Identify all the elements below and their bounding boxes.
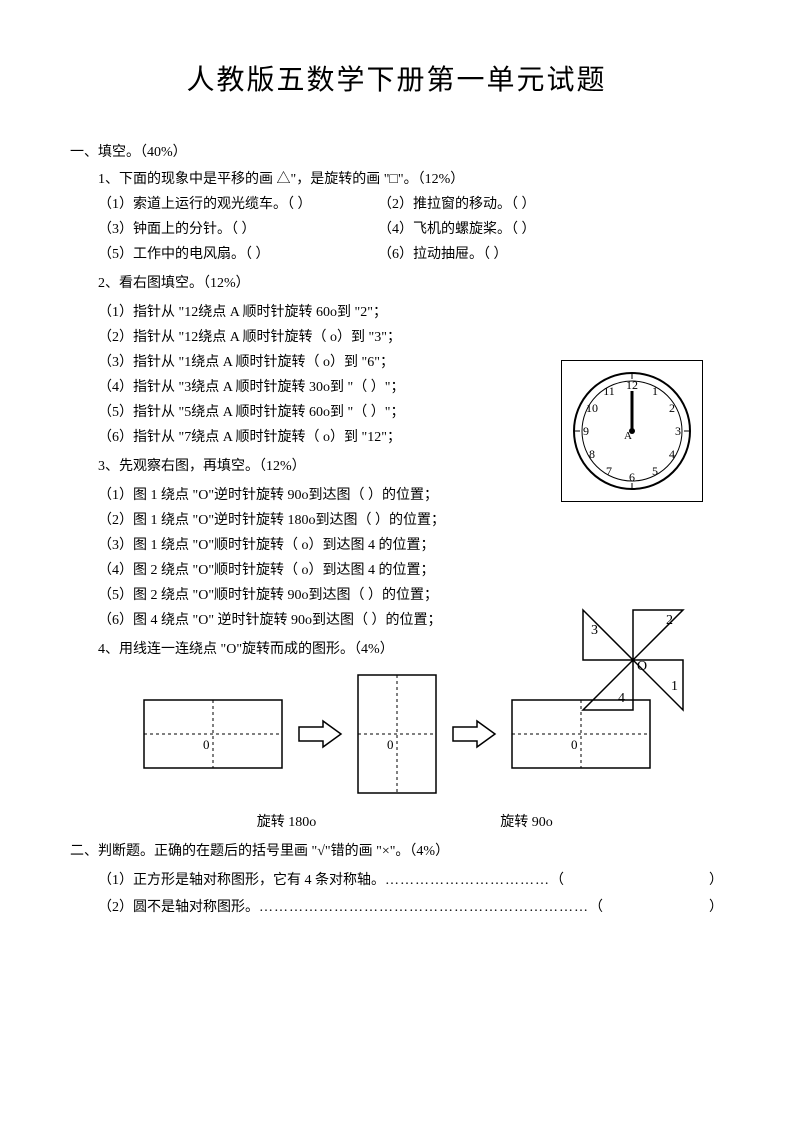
q3-item: （2）图 1 绕点 "O"逆时针旋转 180o到达图（ ）的位置； bbox=[98, 510, 723, 531]
clock-figure: 12 1 2 3 4 5 6 7 8 9 10 11 A bbox=[561, 360, 703, 502]
q2-item: （1）指针从 "12绕点 A 顺时针旋转 60o到 "2"； bbox=[98, 302, 723, 323]
q4-shape-left: 0 bbox=[143, 699, 283, 769]
clock-center-label: A bbox=[624, 430, 632, 442]
q1-item: （4）飞机的螺旋桨。（ ） bbox=[378, 219, 723, 240]
clock-num: 3 bbox=[675, 424, 681, 438]
judge-item: （2）圆不是轴对称图形。 …………………………………………………………（ ） bbox=[98, 897, 723, 918]
clock-num: 8 bbox=[589, 447, 595, 461]
judge-text: （1）正方形是轴对称图形，它有 4 条对称轴。 bbox=[98, 870, 385, 891]
q1-item: （1）索道上运行的观光缆车。（ ） bbox=[98, 194, 378, 215]
section-2-head: 二、判断题。正确的在题后的括号里画 "√"错的画 "×"。（4%） bbox=[70, 841, 723, 862]
zero-label: 0 bbox=[571, 737, 578, 752]
clock-num: 6 bbox=[629, 470, 635, 484]
pinwheel-num: 1 bbox=[671, 679, 678, 694]
pinwheel-num: 2 bbox=[666, 613, 673, 628]
judge-text: （2）圆不是轴对称图形。 bbox=[98, 897, 259, 918]
q3-item: （3）图 1 绕点 "O"顺时针旋转（ o）到达图 4 的位置； bbox=[98, 535, 723, 556]
arrow-icon bbox=[451, 719, 497, 749]
q4-shape-mid: 0 bbox=[357, 674, 437, 794]
q1-row: （5）工作中的电风扇。（ ） （6）拉动抽屉。（ ） bbox=[98, 244, 723, 265]
clock-num: 1 bbox=[652, 384, 658, 398]
judge-paren: ） bbox=[709, 870, 723, 891]
clock-num: 4 bbox=[669, 447, 675, 461]
clock-num: 2 bbox=[669, 401, 675, 415]
clock-num: 7 bbox=[606, 464, 612, 478]
q1-item: （6）拉动抽屉。（ ） bbox=[378, 244, 723, 265]
clock-num: 5 bbox=[652, 464, 658, 478]
page-title: 人教版五数学下册第一单元试题 bbox=[70, 60, 723, 102]
q1-item: （2）推拉窗的移动。（ ） bbox=[378, 194, 723, 215]
q1-item: （5）工作中的电风扇。（ ） bbox=[98, 244, 378, 265]
zero-label: 0 bbox=[203, 737, 210, 752]
pinwheel-center: O bbox=[637, 659, 647, 674]
judge-dots: …………………………………………………………（ bbox=[259, 897, 701, 918]
q1-row: （1）索道上运行的观光缆车。（ ） （2）推拉窗的移动。（ ） bbox=[98, 194, 723, 215]
judge-paren: ） bbox=[709, 897, 723, 918]
q4-label-right: 旋转 90o bbox=[417, 812, 637, 833]
q1-head: 1、下面的现象中是平移的画 △"，是旋转的画 "□"。（12%） bbox=[98, 169, 723, 190]
q2-item: （2）指针从 "12绕点 A 顺时针旋转（ o）到 "3"； bbox=[98, 327, 723, 348]
pinwheel-num: 3 bbox=[591, 623, 598, 638]
zero-label: 0 bbox=[387, 737, 394, 752]
pinwheel-figure: 2 1 4 3 O bbox=[563, 590, 703, 730]
q4-label-left: 旋转 180o bbox=[157, 812, 417, 833]
clock-num: 10 bbox=[586, 401, 598, 415]
q1-item: （3）钟面上的分针。（ ） bbox=[98, 219, 378, 240]
clock-num: 11 bbox=[603, 384, 615, 398]
section-1-head: 一、填空。（40%） bbox=[70, 142, 723, 163]
clock-num: 9 bbox=[583, 424, 589, 438]
q3-item: （4）图 2 绕点 "O"顺时针旋转（ o）到达图 4 的位置； bbox=[98, 560, 723, 581]
q1-row: （3）钟面上的分针。（ ） （4）飞机的螺旋桨。（ ） bbox=[98, 219, 723, 240]
judge-item: （1）正方形是轴对称图形，它有 4 条对称轴。 ……………………………（ ） bbox=[98, 870, 723, 891]
q2-head: 2、看右图填空。（12%） bbox=[98, 273, 723, 294]
clock-num: 12 bbox=[626, 378, 638, 392]
pinwheel-num: 4 bbox=[618, 691, 625, 706]
judge-dots: ……………………………（ bbox=[385, 870, 701, 891]
q4-labels: 旋转 180o 旋转 90o bbox=[70, 812, 723, 833]
arrow-icon bbox=[297, 719, 343, 749]
